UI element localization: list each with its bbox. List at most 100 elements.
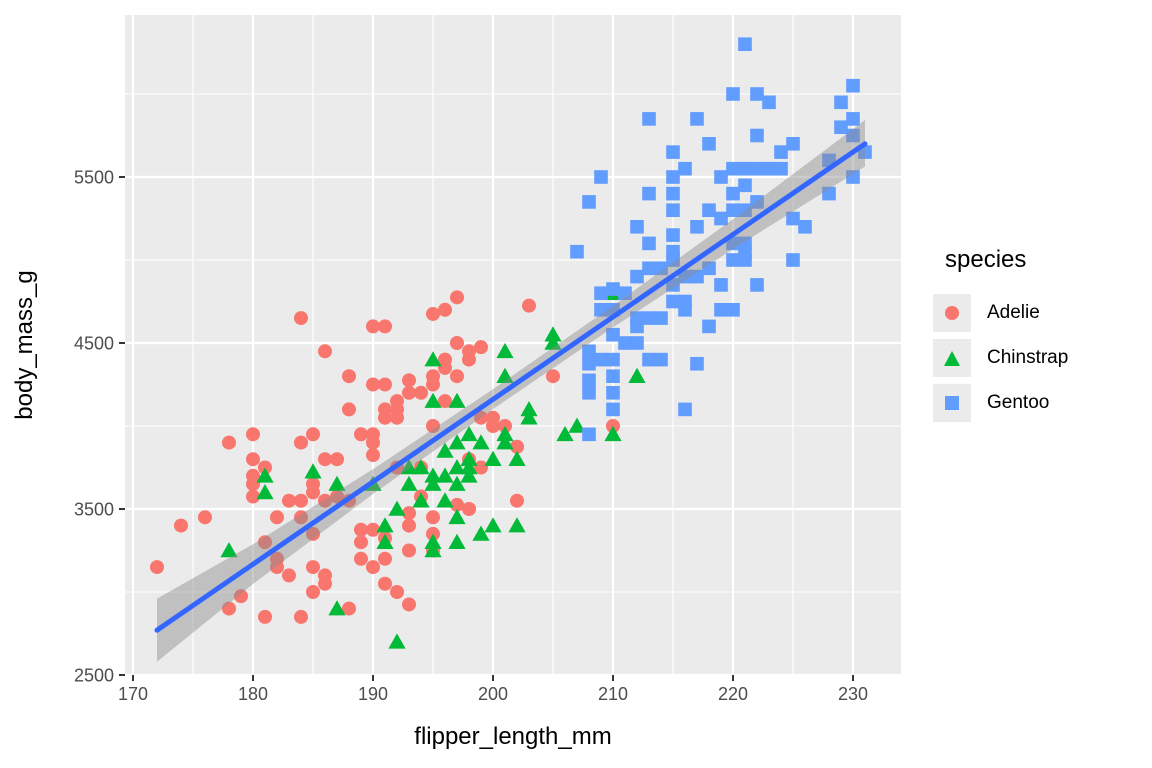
- data-point-gentoo: [726, 236, 740, 251]
- data-point-gentoo: [594, 170, 608, 184]
- data-point-adelie: [378, 576, 392, 591]
- legend-entry-adelie: Adelie: [933, 294, 1148, 332]
- data-point-chinstrap: [544, 326, 562, 342]
- y-tick-label: 3500: [74, 499, 114, 519]
- data-point-chinstrap: [448, 508, 466, 525]
- data-point-chinstrap: [460, 467, 478, 483]
- data-point-gentoo: [666, 278, 680, 292]
- data-point-chinstrap: [424, 467, 442, 483]
- data-point-adelie: [378, 377, 392, 392]
- data-point-adelie: [438, 394, 452, 409]
- data-point-adelie: [390, 585, 404, 599]
- data-point-adelie: [270, 551, 284, 566]
- data-point-gentoo: [690, 356, 704, 371]
- data-point-adelie: [342, 369, 356, 384]
- data-point-gentoo: [678, 402, 692, 417]
- data-point-gentoo: [654, 352, 668, 367]
- data-point-gentoo: [702, 203, 716, 217]
- data-point-chinstrap: [256, 467, 274, 483]
- data-point-adelie: [222, 435, 236, 450]
- data-point-adelie: [294, 435, 308, 450]
- data-point-gentoo: [702, 319, 716, 334]
- data-point-adelie: [474, 340, 488, 355]
- data-point-gentoo: [774, 145, 788, 159]
- data-point-gentoo: [702, 137, 716, 151]
- data-point-chinstrap: [496, 342, 514, 359]
- x-tick-label: 220: [718, 684, 748, 704]
- data-point-adelie: [366, 522, 380, 537]
- data-point-adelie: [294, 609, 308, 624]
- data-point-adelie: [318, 568, 332, 583]
- data-point-gentoo: [726, 203, 740, 217]
- data-point-chinstrap: [508, 517, 526, 533]
- data-point-chinstrap: [400, 475, 418, 491]
- data-point-gentoo: [630, 336, 644, 350]
- data-point-gentoo: [846, 78, 860, 93]
- data-point-gentoo: [606, 352, 620, 367]
- data-point-gentoo: [846, 128, 860, 143]
- data-point-gentoo: [726, 87, 740, 101]
- data-point-gentoo: [678, 269, 692, 284]
- data-point-adelie: [318, 493, 332, 508]
- data-point-chinstrap: [256, 484, 274, 500]
- legend-key-adelie: [933, 294, 971, 332]
- data-point-chinstrap: [424, 392, 442, 408]
- data-point-gentoo: [714, 211, 728, 226]
- data-point-adelie: [426, 419, 440, 433]
- data-point-gentoo: [738, 37, 752, 51]
- data-point-adelie: [510, 439, 524, 454]
- data-point-chinstrap: [520, 409, 538, 425]
- data-point-adelie: [402, 373, 416, 388]
- data-point-adelie: [450, 336, 464, 350]
- adelie-circle-icon: [945, 306, 959, 320]
- data-point-gentoo: [654, 311, 668, 325]
- data-point-gentoo: [666, 294, 680, 309]
- data-point-adelie: [318, 344, 332, 359]
- x-tick-label: 180: [238, 684, 268, 704]
- legend-title: species: [945, 246, 1027, 273]
- data-point-adelie: [402, 385, 416, 400]
- data-point-chinstrap: [328, 475, 346, 491]
- data-point-gentoo: [582, 344, 596, 359]
- data-point-chinstrap: [388, 500, 406, 516]
- x-tick-label: 210: [598, 684, 628, 704]
- data-point-gentoo: [642, 236, 656, 251]
- data-point-adelie: [282, 568, 296, 583]
- data-point-gentoo: [750, 87, 764, 101]
- data-point-gentoo: [846, 112, 860, 126]
- data-point-adelie: [306, 560, 320, 575]
- data-point-chinstrap: [424, 475, 442, 491]
- data-point-gentoo: [630, 269, 644, 284]
- data-point-gentoo: [726, 303, 740, 317]
- data-point-chinstrap: [460, 450, 478, 466]
- data-point-chinstrap: [328, 600, 346, 616]
- data-point-adelie: [390, 394, 404, 409]
- data-point-gentoo: [726, 186, 740, 201]
- data-point-gentoo: [834, 120, 848, 134]
- data-point-gentoo: [750, 195, 764, 209]
- y-axis-title: body_mass_g: [11, 270, 38, 419]
- data-point-gentoo: [822, 186, 836, 201]
- data-point-gentoo: [606, 369, 620, 383]
- data-point-chinstrap: [472, 434, 490, 450]
- data-point-gentoo: [690, 269, 704, 284]
- data-point-adelie: [378, 402, 392, 417]
- legend-entry-gentoo: Gentoo: [933, 384, 1148, 422]
- data-point-gentoo: [726, 161, 740, 176]
- data-point-adelie: [282, 493, 296, 508]
- data-point-gentoo: [786, 253, 800, 267]
- data-point-chinstrap: [448, 434, 466, 450]
- data-point-chinstrap: [520, 401, 538, 417]
- data-point-chinstrap: [568, 417, 586, 433]
- data-point-adelie: [150, 560, 164, 575]
- data-point-gentoo: [738, 203, 752, 217]
- data-point-gentoo: [630, 220, 644, 234]
- data-point-chinstrap: [604, 425, 622, 442]
- data-point-adelie: [462, 502, 476, 516]
- data-point-gentoo: [666, 228, 680, 242]
- data-point-gentoo: [738, 236, 752, 251]
- data-point-adelie: [510, 493, 524, 508]
- data-point-gentoo: [606, 386, 620, 400]
- data-point-chinstrap: [436, 492, 454, 508]
- x-tick-label: 170: [118, 684, 148, 704]
